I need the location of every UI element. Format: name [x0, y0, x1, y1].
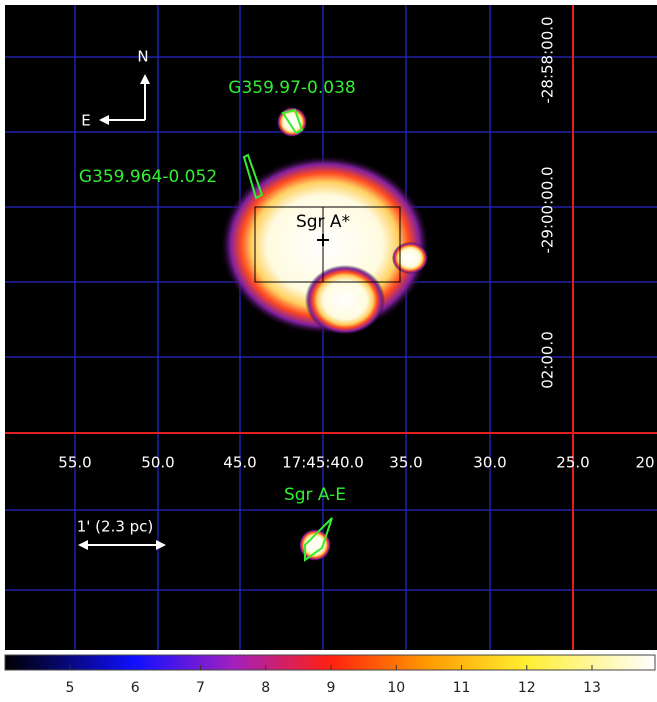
colorbar-tick-label: 9: [327, 680, 336, 696]
dec-label: -28:58:00.0: [539, 16, 557, 103]
ra-label: 55.0: [58, 454, 91, 472]
source-label: G359.964-0.052: [79, 167, 217, 187]
figure: N E G359.97-0.038 G359.964-0.052 Sgr A* …: [0, 0, 657, 698]
colorbar-tick-label: 10: [387, 680, 405, 696]
source-label: Sgr A-E: [284, 485, 346, 505]
colorbar-tick-label: 7: [196, 680, 205, 696]
ra-label: 20: [635, 454, 654, 472]
ra-label: 35.0: [389, 454, 422, 472]
scale-bar-label: 1' (2.3 pc): [77, 518, 154, 536]
ra-label: 45.0: [223, 454, 256, 472]
dec-label: 02:00.0: [539, 331, 557, 389]
center-label: Sgr A*: [296, 212, 350, 232]
colorbar-tick-label: 13: [583, 680, 601, 696]
ra-label: 25.0: [556, 454, 589, 472]
ra-label: 30.0: [473, 454, 506, 472]
source-label: G359.97-0.038: [228, 78, 355, 98]
colorbar-tick-label: 11: [453, 680, 471, 696]
colorbar-tick-label: 5: [66, 680, 75, 696]
north-label: N: [137, 48, 148, 66]
colorbar-tick-label: 6: [131, 680, 140, 696]
dec-label: -29:00:00.0: [539, 166, 557, 253]
colorbar: [5, 655, 655, 670]
ra-label: 50.0: [141, 454, 174, 472]
ra-label: 17:45:40.0: [282, 454, 364, 472]
colorbar-tick-label: 8: [261, 680, 270, 696]
colorbar-tick-label: 12: [518, 680, 536, 696]
east-label: E: [81, 112, 90, 130]
